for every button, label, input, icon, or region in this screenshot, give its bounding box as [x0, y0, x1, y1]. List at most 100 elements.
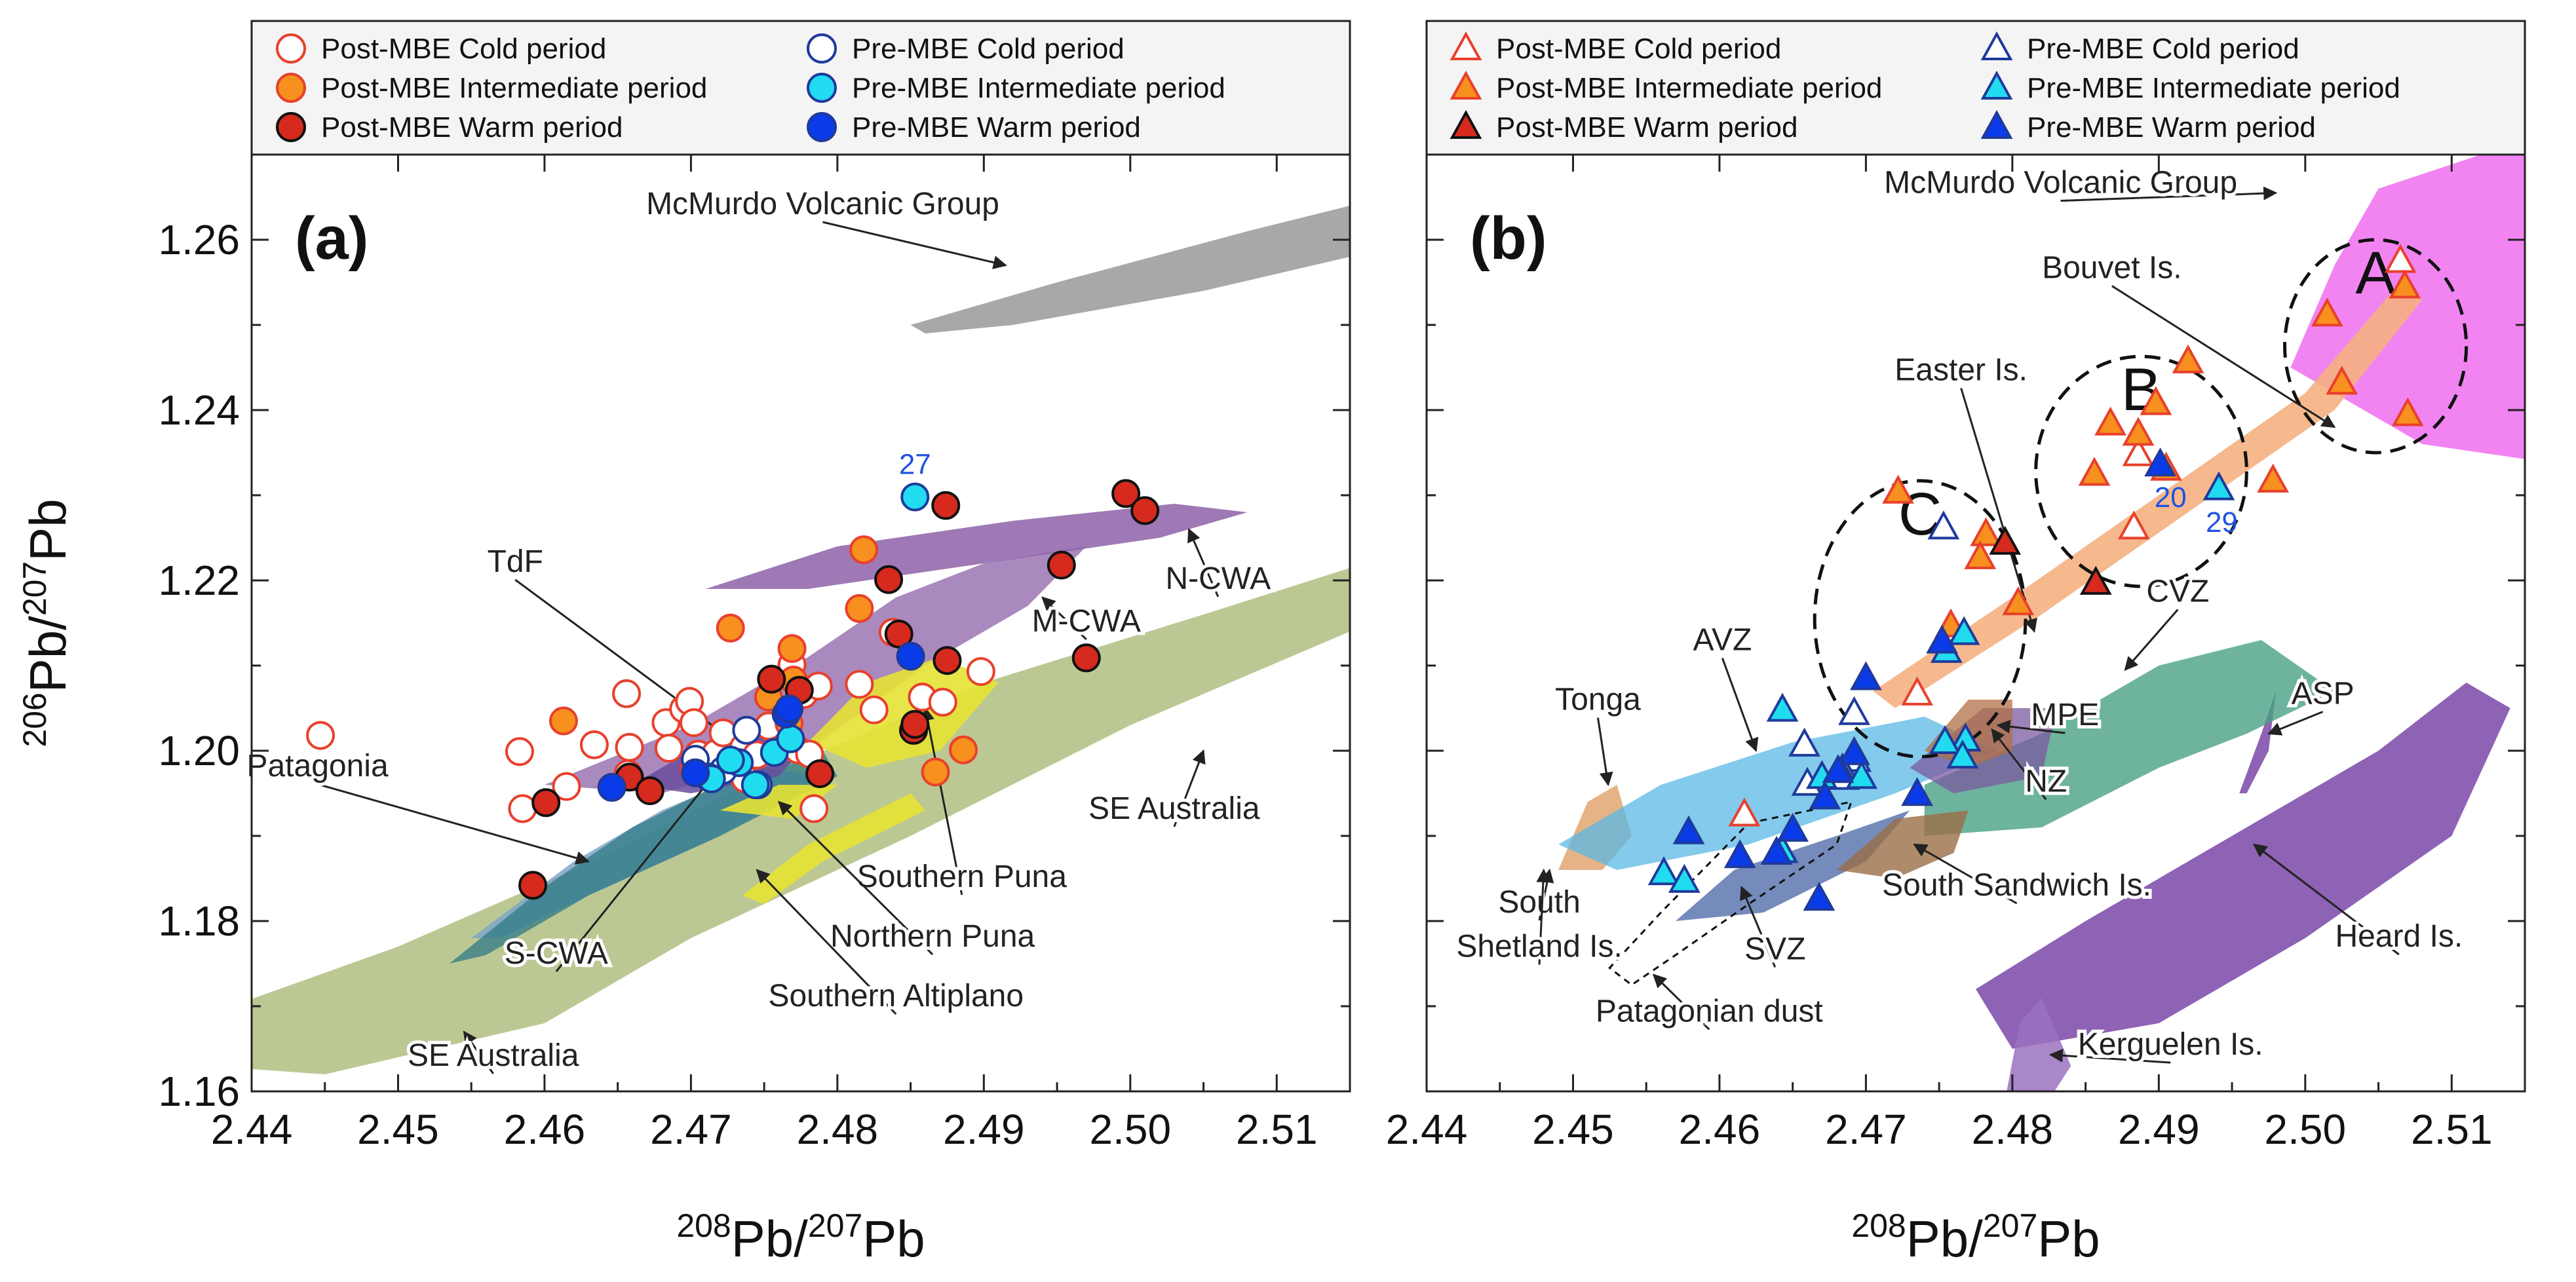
point-pre-mbe-intermediate-period [1668, 863, 1701, 893]
point-pre-mbe-intermediate-period [1845, 760, 1878, 789]
label-arrow-south-sandwich-is [1913, 843, 2018, 905]
label-arrow-se-australia [1173, 749, 1206, 827]
point-pre-mbe-intermediate-period [716, 745, 745, 775]
point-post-mbe-warm-period [931, 491, 961, 520]
field-label-northern-puna: Northern Puna [830, 919, 1035, 954]
label-arrow-se-australia [463, 1030, 494, 1074]
point-post-mbe-cold-period [2117, 510, 2150, 540]
field-label-mcmurdo-volcanic-group: McMurdo Volcanic Group [646, 187, 999, 221]
y-tick-label: 1.16 [158, 1068, 240, 1115]
label-arrow-heard-is [2252, 843, 2400, 956]
point-post-mbe-warm-period [1130, 496, 1160, 525]
label-arrow-mpe [1996, 719, 2066, 734]
point-post-mbe-cold-period [2122, 437, 2155, 466]
y-label-end: Pb [19, 499, 77, 561]
field-mcmurdo-volcanic-group [910, 206, 1350, 333]
point-pre-mbe-warm-period [1672, 815, 1705, 844]
sample-label-20: 20 [2155, 481, 2187, 514]
field-label-kerguelen-is: Kerguelen Is. [2078, 1027, 2263, 1062]
point-post-mbe-cold-period [928, 687, 957, 717]
legend-marker-post-mbe-intermediate-period [1450, 70, 1482, 100]
field-label-southern-puna: Southern Puna [857, 859, 1067, 894]
legend-label-post-mbe-intermediate-period: Post-MBE Intermediate period [321, 72, 707, 104]
point-post-mbe-warm-period [884, 619, 913, 649]
point-pre-mbe-warm-period [896, 641, 925, 671]
field-heard-is [1976, 683, 2510, 1049]
panel-b-points [1647, 244, 2424, 911]
point-post-mbe-cold-period [859, 695, 889, 725]
panel-a-legend: Post-MBE Cold period Post-MBE Intermediat… [276, 33, 1225, 143]
panel-a-axes: 2.44 2.45 2.46 2.47 2.48 2.49 2.50 2.51 1.16 1.18… [158, 155, 1350, 1153]
legend-marker-post-mbe-warm-period [1450, 109, 1482, 139]
label-arrow-nz [1991, 728, 2047, 801]
field-label-southern-altiplano: Southern Altiplano [768, 979, 1024, 1013]
point-post-mbe-cold-period [679, 708, 708, 738]
panel-a-label: (a) [295, 205, 368, 272]
y-label-sup2: 207 [16, 561, 53, 616]
x-tick-label: 2.49 [943, 1106, 1025, 1153]
point-post-mbe-intermediate-period [2172, 344, 2204, 373]
x-tick-label: 2.46 [1679, 1106, 1761, 1153]
label-arrow-patagonia [317, 783, 590, 865]
panel-a-fields [252, 206, 1350, 1074]
legend-marker-pre-mbe-intermediate-period [1980, 70, 2013, 100]
point-pre-mbe-warm-period [2144, 447, 2176, 477]
point-post-mbe-warm-period [1989, 525, 2022, 555]
point-post-mbe-cold-period [306, 721, 336, 750]
x-label-sup2: 207 [1983, 1207, 2037, 1244]
field-label-patagonia: Patagonia [246, 749, 388, 783]
legend-marker-pre-mbe-cold-period [807, 33, 837, 64]
field-se-australia [252, 568, 1350, 1074]
point-pre-mbe-warm-period [1850, 661, 1882, 690]
point-pre-mbe-intermediate-period [1946, 739, 1979, 769]
point-post-mbe-warm-period [900, 709, 930, 739]
point-pre-mbe-warm-period [1926, 624, 1958, 654]
field-m-cwa [544, 546, 1086, 793]
point-pre-mbe-intermediate-period [1929, 725, 1961, 754]
point-post-mbe-cold-period [615, 732, 644, 762]
panel-a-legend-box [250, 20, 1351, 156]
point-post-mbe-warm-period [1111, 479, 1141, 508]
field-label-shetland-is: Shetland Is. [1456, 930, 1623, 964]
point-pre-mbe-cold-period [1788, 727, 1820, 757]
legend-label-post-mbe-warm-period: Post-MBE Warm period [1496, 111, 1797, 143]
field-n-cwa [705, 504, 1248, 589]
x-tick-label: 2.50 [2265, 1106, 2347, 1153]
panel-a-y-axis-label: 206Pb/207Pb [16, 499, 77, 747]
panel-b-axes: 2.44 2.45 2.46 2.47 2.48 2.49 2.50 2.51 [1386, 155, 2525, 1153]
legend-label-post-mbe-intermediate-period: Post-MBE Intermediate period [1496, 72, 1882, 104]
point-post-mbe-intermediate-period [2094, 406, 2126, 436]
field-label-se-australia: SE Australia [408, 1038, 579, 1073]
point-post-mbe-cold-period [799, 794, 829, 823]
point-pre-mbe-intermediate-period [1647, 856, 1680, 886]
legend-marker-post-mbe-cold-period [1450, 31, 1482, 60]
panel-a-points [306, 479, 1160, 900]
point-post-mbe-intermediate-period [1882, 474, 1914, 504]
field-label-tdf: TdF [488, 544, 543, 579]
point-post-mbe-intermediate-period [921, 757, 950, 787]
field-southern-puna [808, 657, 999, 768]
field-kerguelen-is [2007, 998, 2071, 1091]
legend-label-pre-mbe-intermediate-period: Pre-MBE Intermediate period [2027, 72, 2400, 104]
point-post-mbe-warm-period [531, 788, 561, 818]
point-pre-mbe-warm-period [1838, 736, 1870, 765]
x-tick-label: 2.46 [504, 1106, 586, 1153]
legend-label-pre-mbe-cold-period: Pre-MBE Cold period [852, 33, 1125, 65]
point-pre-mbe-warm-period [1777, 812, 1809, 842]
legend-label-pre-mbe-warm-period: Pre-MBE Warm period [2027, 111, 2316, 143]
legend-marker-pre-mbe-warm-period [1980, 109, 2013, 139]
point-pre-mbe-warm-period [1723, 839, 1756, 869]
point-post-mbe-warm-period [1047, 550, 1076, 580]
cluster-a-outline [2283, 238, 2469, 455]
label-arrow-southern-puna [921, 706, 963, 896]
point-post-mbe-cold-period [2384, 244, 2417, 273]
point-pre-mbe-cold-period [1838, 696, 1870, 725]
legend-label-pre-mbe-intermediate-period: Pre-MBE Intermediate period [852, 72, 1225, 104]
point-post-mbe-intermediate-period [845, 594, 874, 623]
label-arrow-asp [2267, 711, 2324, 736]
label-arrow-avz [1721, 658, 1759, 752]
x-label-sup1: 208 [1851, 1207, 1906, 1244]
point-post-mbe-cold-period [1901, 676, 1934, 706]
